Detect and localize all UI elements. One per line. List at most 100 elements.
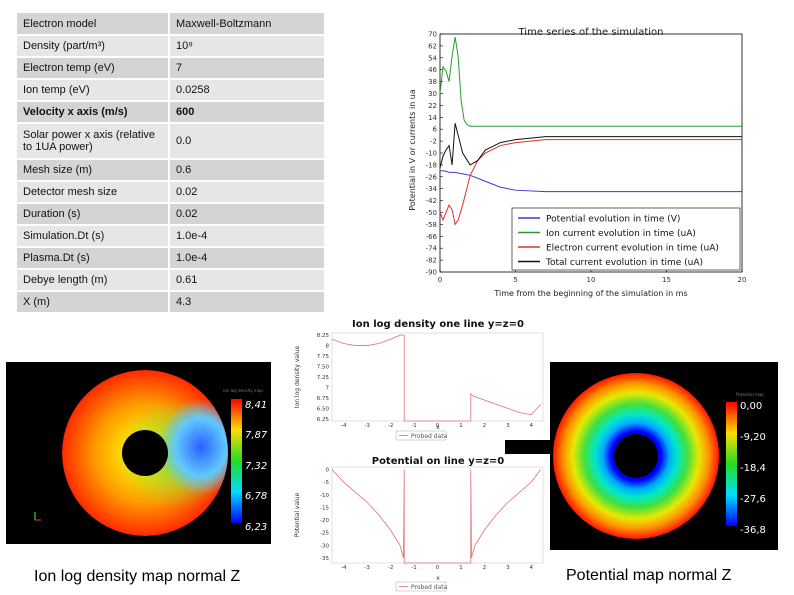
colorbar-tick: 0,00 [740, 401, 762, 412]
y-tick-label: 7.75 [317, 354, 330, 360]
legend-box [511, 207, 741, 271]
y-tick-label: -25 [320, 531, 329, 537]
chart-legend: Potential evolution in time (V) Ion curre… [511, 207, 741, 271]
plot-title: Ion log density one line y=z=0 [352, 319, 524, 330]
chart-title: Time series of the simulation [518, 27, 664, 38]
plot-title: Potential on line y=z=0 [372, 456, 505, 467]
param-name: Electron temp (eV) [17, 57, 170, 80]
y-tick-label: 54 [428, 54, 437, 62]
colorbar-tick: -36,8 [740, 525, 766, 536]
param-name: Ion temp (eV) [17, 79, 170, 102]
y-tick-label: -82 [426, 257, 437, 265]
param-value: 7 [169, 57, 324, 80]
x-tick-label: 15 [662, 276, 671, 284]
connector-bar [505, 440, 550, 454]
y-tick-label: -90 [426, 269, 437, 277]
colorbar-tick: 7,32 [245, 461, 267, 472]
param-name: Duration (s) [17, 203, 170, 226]
x-tick-label: 0 [438, 276, 442, 284]
param-name: Detector mesh size [17, 181, 170, 204]
y-tick-label: 6 [433, 126, 438, 134]
parameter-table: Electron model Maxwell-Boltzmann Density (… [17, 13, 324, 314]
param-value: 600 [169, 101, 324, 124]
inner-hole [614, 434, 658, 478]
colorbar-tick: 6,78 [245, 491, 267, 502]
series-line-total [439, 123, 742, 168]
x-tick-label: 20 [738, 276, 747, 284]
param-name: Velocity x axis (m/s) [17, 101, 170, 124]
y-tick-label: 0 [326, 468, 330, 474]
x-tick-label: -2 [388, 423, 393, 429]
param-value: 4.3 [169, 291, 324, 314]
y-tick-label: -66 [426, 233, 438, 241]
table-row: Detector mesh size 0.02 [17, 181, 324, 204]
series-line-electron [439, 139, 742, 226]
param-value: 0.6 [169, 159, 324, 182]
legend-label: Probed data [411, 584, 448, 591]
param-value: 0.02 [169, 203, 324, 226]
y-tick-label: -58 [426, 221, 437, 229]
legend-label: Potential evolution in time (V) [546, 215, 680, 225]
x-axis-label: x [436, 575, 440, 582]
x-tick-label: 4 [530, 565, 534, 571]
table-row: Solar power x axis (relative to 1UA powe… [17, 123, 324, 160]
param-value: 1.0e-4 [169, 225, 324, 248]
x-tick-label: 1 [459, 565, 463, 571]
ion-density-line-plot: Ion log density one line y=z=0 Ion log d… [294, 319, 544, 441]
param-name: Electron model [17, 13, 170, 36]
y-axis-label: Ion log density value [294, 345, 301, 408]
x-tick-label: 2 [483, 423, 487, 429]
legend-label: Ion current evolution in time (uA) [546, 229, 696, 239]
colorbar [726, 402, 737, 526]
y-tick-label: -35 [320, 556, 329, 562]
table-row: Velocity x axis (m/s) 600 [17, 101, 324, 124]
y-tick-label: -74 [426, 245, 438, 253]
y-tick-label: 6.75 [317, 396, 330, 402]
y-tick-label: 46 [428, 66, 437, 74]
param-name: Debye length (m) [17, 269, 170, 292]
x-tick-label: 3 [506, 565, 510, 571]
param-value: 1.0e-4 [169, 247, 324, 270]
y-tick-label: 14 [428, 114, 437, 122]
y-tick-label: -26 [426, 173, 438, 181]
colorbar [231, 399, 242, 523]
y-tick-label: -2 [430, 138, 437, 146]
x-tick-label: 10 [587, 276, 596, 284]
probed-data-line [331, 334, 541, 422]
y-tick-label: 22 [428, 102, 437, 110]
y-tick-label: -10 [426, 150, 437, 158]
param-name: Solar power x axis (relative to 1UA powe… [17, 123, 170, 160]
colorbar-title: ion log density map [223, 388, 263, 393]
y-tick-label: 6.50 [317, 406, 330, 412]
y-tick-label: -15 [320, 505, 329, 511]
ion-density-map: ion log density map 8,41 7,87 7,32 6,78 … [6, 362, 271, 544]
legend-label: Probed data [411, 433, 448, 440]
param-name: Mesh size (m) [17, 159, 170, 182]
colorbar-title: Potential map [736, 392, 764, 397]
y-tick-label: 8.25 [317, 333, 330, 339]
x-tick-label: 2 [483, 565, 487, 571]
y-tick-label: -5 [324, 480, 330, 486]
y-tick-label: 7.50 [317, 365, 330, 371]
param-name: Plasma.Dt (s) [17, 247, 170, 270]
param-name: X (m) [17, 291, 170, 314]
x-tick-label: -3 [364, 565, 370, 571]
plot-area [331, 466, 544, 564]
legend-box [395, 581, 447, 592]
y-tick-label: -34 [426, 185, 438, 193]
legend-label: Electron current evolution in time (uA) [546, 244, 719, 254]
y-tick-label: 70 [428, 31, 437, 39]
x-tick-label: -3 [364, 423, 370, 429]
inner-hole [122, 430, 168, 476]
x-tick-label: 5 [513, 276, 517, 284]
table-row: Plasma.Dt (s) 1.0e-4 [17, 247, 324, 270]
table-row: Ion temp (eV) 0.0258 [17, 79, 324, 102]
y-tick-label: 30 [428, 90, 437, 98]
y-tick-label: 6.25 [317, 417, 330, 423]
table-row: Electron temp (eV) 7 [17, 57, 324, 80]
y-tick-label: 7 [326, 385, 330, 391]
ion-map-caption: Ion log density map normal Z [34, 568, 241, 585]
x-tick-label: -4 [341, 565, 347, 571]
x-tick-label: 4 [530, 423, 534, 429]
y-tick-label: -42 [426, 197, 437, 205]
